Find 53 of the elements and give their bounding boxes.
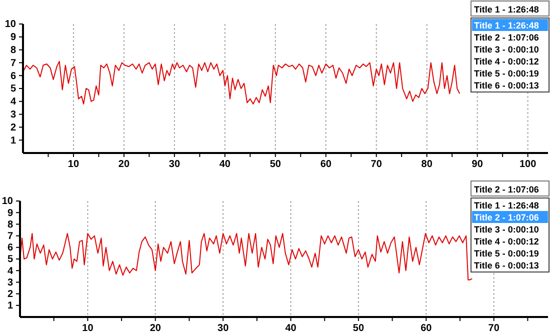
annotation: Title 2 - 1:07:06 [474, 32, 539, 42]
text: Title 2 - 1:07:06 [474, 184, 539, 194]
y-tick-label: 1 [7, 300, 14, 312]
annotation: Title 4 - 0:00:12 [474, 56, 539, 66]
x-tick-label: 20 [150, 323, 162, 334]
line-series [22, 60, 460, 104]
x-tick-label: 100 [519, 159, 537, 170]
y-tick-label: 5 [7, 254, 14, 266]
y-tick-label: 3 [7, 277, 14, 288]
annotation: Title 2 - 1:07:06 [474, 212, 539, 222]
y-tick-label: 8 [7, 219, 14, 230]
y-tick-label: 10 [4, 19, 16, 30]
annotation: Title 3 - 0:00:10 [474, 224, 539, 234]
y-tick-label: 7 [10, 58, 16, 69]
y-tick-label: 4 [7, 266, 14, 277]
y-tick-label: 8 [10, 45, 16, 56]
text: Title 1 - 1:26:48 [474, 4, 539, 14]
y-tick-label: 6 [10, 70, 16, 82]
y-tick-label: 5 [10, 84, 16, 95]
x-tick-label: 10 [82, 323, 94, 334]
x-tick-label: 80 [421, 159, 433, 170]
x-tick-label: 50 [270, 159, 282, 170]
y-tick-label: 2 [10, 122, 16, 134]
y-tick-label: 7 [7, 231, 14, 242]
line-series [20, 232, 473, 280]
y-tick-label: 9 [10, 32, 16, 44]
annotation: Title 1 - 1:26:48 [474, 20, 539, 30]
x-tick-label: 60 [320, 159, 332, 170]
y-tick-label: 3 [10, 110, 16, 120]
y-tick-label: 10 [2, 196, 14, 208]
x-tick-label: 90 [472, 159, 484, 170]
x-tick-label: 30 [168, 159, 180, 170]
annotation: Title 6 - 0:00:13 [474, 260, 539, 270]
x-tick-label: 70 [370, 159, 382, 170]
y-tick-label: 9 [7, 208, 14, 219]
x-tick-label: 30 [218, 323, 230, 334]
annotation: Title 6 - 0:00:13 [474, 80, 539, 90]
x-tick-label: 70 [488, 323, 500, 334]
annotation: Title 3 - 0:00:10 [474, 44, 539, 54]
y-tick-label: 1 [10, 135, 16, 146]
y-tick-label: 6 [7, 242, 14, 254]
y-tick-label: 2 [7, 289, 14, 300]
x-tick-label: 50 [352, 323, 364, 334]
x-tick-label: 10 [68, 159, 80, 170]
x-tick-label: 60 [420, 323, 432, 334]
x-tick-label: 40 [219, 159, 231, 170]
y-tick-label: 4 [10, 96, 16, 108]
annotation: Title 1 - 1:26:48 [474, 200, 539, 210]
x-tick-label: 40 [285, 323, 297, 334]
annotation: Title 5 - 0:00:19 [474, 248, 539, 258]
x-tick-label: 20 [118, 159, 130, 170]
annotation: Title 5 - 0:00:19 [474, 68, 539, 78]
annotation: Title 4 - 0:00:12 [474, 236, 539, 246]
